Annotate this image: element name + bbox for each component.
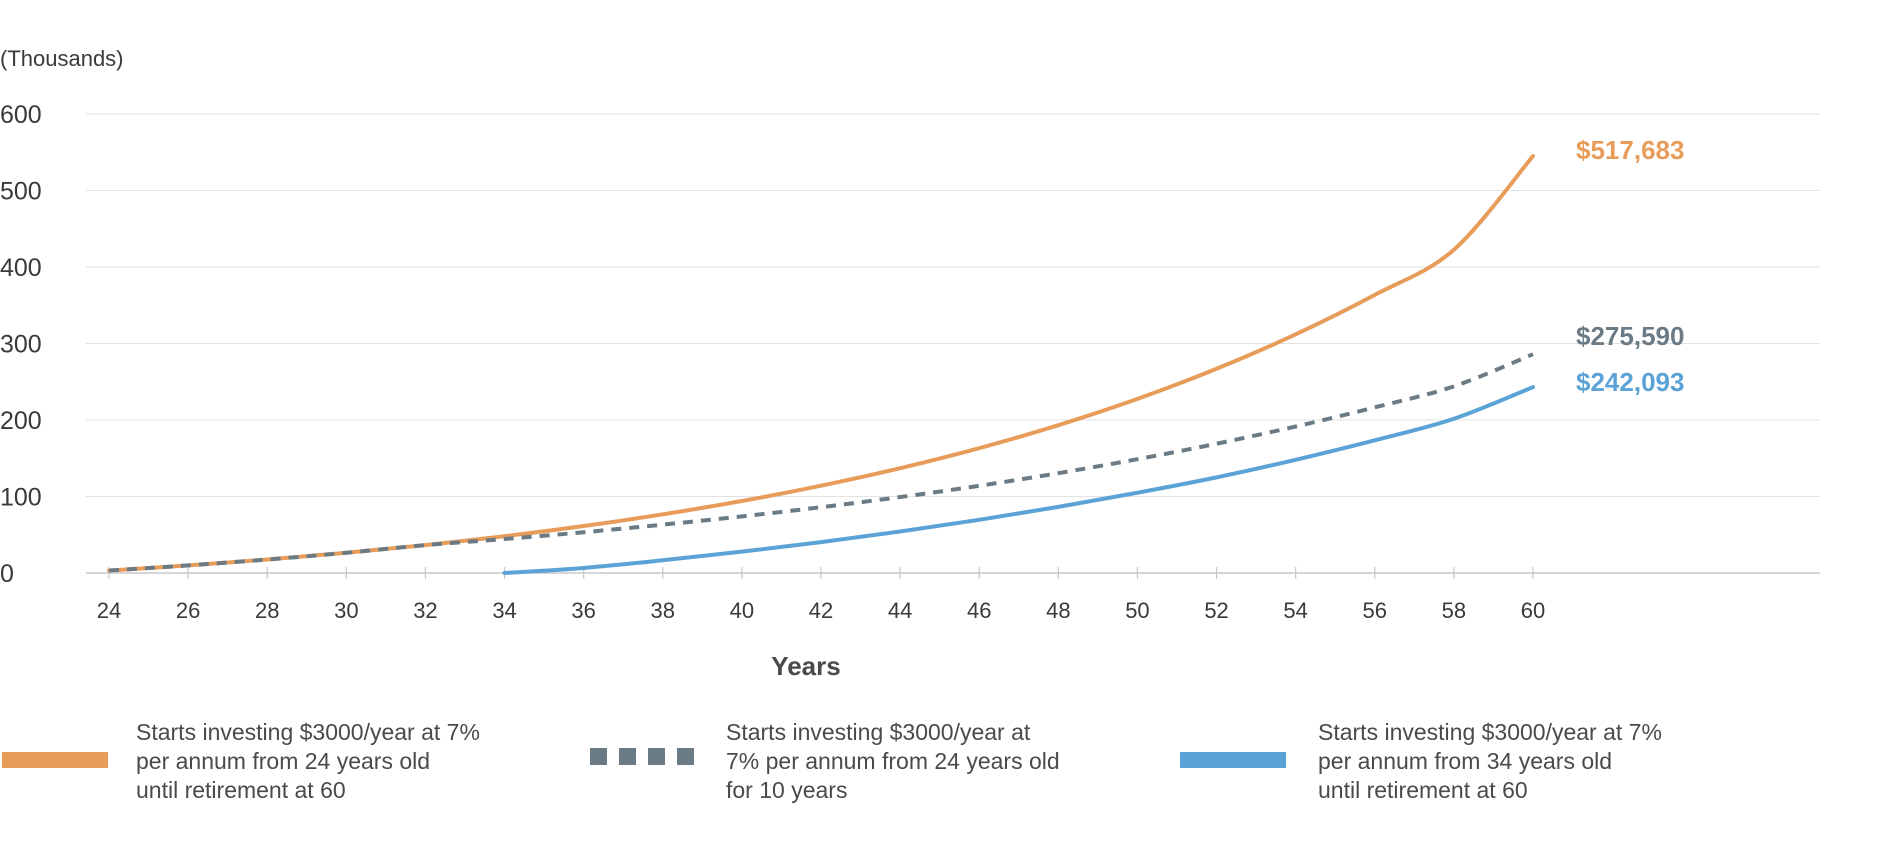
series-line-blue — [502, 385, 1535, 575]
y-tick-label-200: 200 — [0, 407, 42, 435]
legend-text-gray: Starts investing $3000/year at 7% per an… — [726, 719, 1060, 803]
y-tick-label-300: 300 — [0, 331, 42, 359]
x-tick-label-36: 36 — [571, 598, 595, 623]
x-tick-label-48: 48 — [1046, 598, 1070, 623]
legend-swatch-gray — [590, 748, 696, 766]
x-tick-label-54: 54 — [1283, 598, 1307, 623]
x-tick-label-32: 32 — [413, 598, 437, 623]
x-tick-label-46: 46 — [967, 598, 991, 623]
legend-swatch-blue — [1180, 752, 1286, 768]
y-unit-label: (Thousands) — [0, 46, 124, 71]
x-tick-label-44: 44 — [888, 598, 912, 623]
x-tick-label-38: 38 — [651, 598, 675, 623]
x-tick-label-58: 58 — [1442, 598, 1466, 623]
legend-text-blue: Starts investing $3000/year at 7% per an… — [1318, 719, 1662, 803]
y-tick-label-0: 0 — [0, 560, 14, 588]
x-tick-label-50: 50 — [1125, 598, 1149, 623]
x-tick-label-60: 60 — [1521, 598, 1545, 623]
x-tick-label-42: 42 — [809, 598, 833, 623]
series-line-orange — [107, 154, 1535, 573]
x-axis-title: Years — [771, 651, 840, 681]
x-tick-label-26: 26 — [176, 598, 200, 623]
x-tick-label-24: 24 — [97, 598, 121, 623]
y-tick-label-400: 400 — [0, 254, 42, 282]
legend-swatch-orange — [2, 752, 108, 768]
x-tick-label-28: 28 — [255, 598, 279, 623]
y-tick-label-600: 600 — [0, 101, 42, 129]
x-tick-label-30: 30 — [334, 598, 358, 623]
x-tick-label-40: 40 — [730, 598, 754, 623]
end-label-gray: $275,590 — [1576, 321, 1684, 351]
end-label-orange: $517,683 — [1576, 135, 1684, 165]
x-tick-label-52: 52 — [1204, 598, 1228, 623]
end-label-blue: $242,093 — [1576, 367, 1684, 397]
legend-text-orange: Starts investing $3000/year at 7% per an… — [136, 719, 480, 803]
x-tick-label-56: 56 — [1363, 598, 1387, 623]
y-tick-label-500: 500 — [0, 178, 42, 206]
series-line-gray — [108, 352, 1534, 573]
y-tick-label-100: 100 — [0, 484, 42, 512]
x-tick-label-34: 34 — [492, 598, 516, 623]
